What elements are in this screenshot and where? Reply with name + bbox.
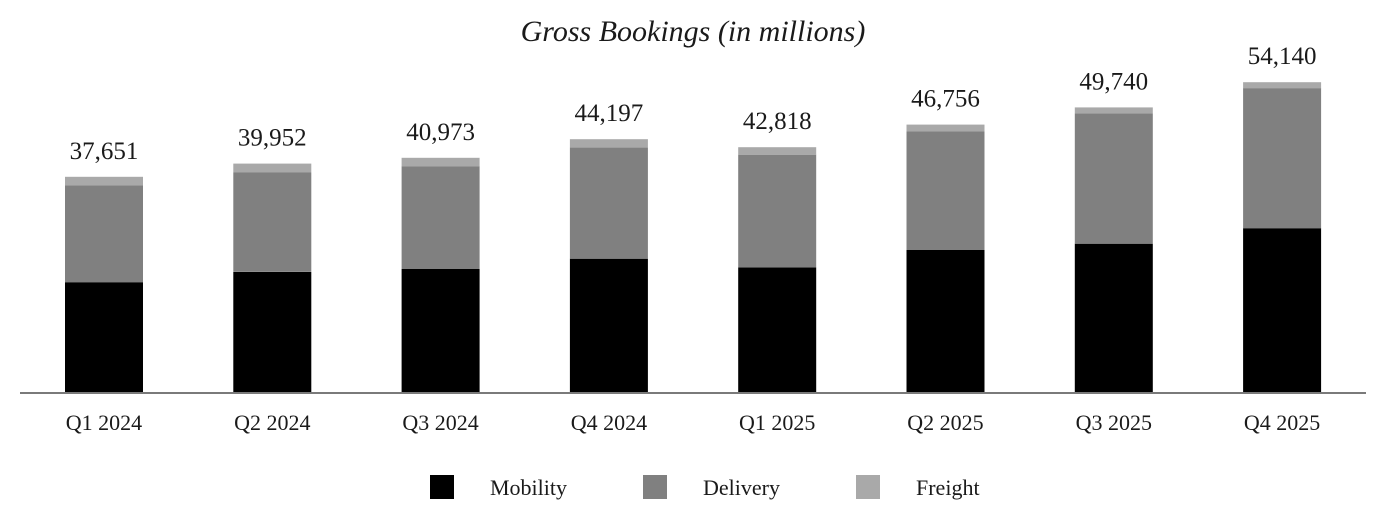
- legend-label-freight: Freight: [916, 475, 980, 500]
- bar-freight-q4-2025: [1243, 82, 1322, 89]
- total-label-q3-2025: 49,740: [1079, 68, 1148, 95]
- bar-delivery-q4-2024: [569, 147, 648, 259]
- x-tick-labels-group: Q1 2024 Q2 2024 Q3 2024 Q4 2024 Q1 2025 Q2 20…: [66, 410, 1320, 435]
- bar-freight-q1-2025: [738, 147, 817, 155]
- x-tick-label: Q4 2025: [1244, 410, 1320, 435]
- bar-freight-q2-2025: [906, 124, 985, 132]
- total-label-q1-2024: 37,651: [70, 138, 139, 165]
- bar-mobility-q2-2024: [233, 271, 312, 393]
- bar-freight-q1-2024: [65, 176, 143, 186]
- bar-delivery-q2-2025: [906, 131, 985, 250]
- total-label-q2-2025: 46,756: [911, 86, 980, 113]
- total-labels-group: 37,651 39,952 40,973 44,197 42,818 46,756 49,7…: [70, 43, 1317, 165]
- bar-delivery-q3-2024: [401, 166, 480, 269]
- bar-mobility-q2-2025: [906, 250, 985, 393]
- bar-mobility-q4-2025: [1243, 228, 1322, 393]
- legend-swatch-delivery: [643, 475, 667, 499]
- bar-mobility-q3-2024: [401, 269, 480, 393]
- bar-freight-q3-2025: [1074, 107, 1153, 114]
- bar-mobility-q1-2025: [738, 267, 817, 393]
- x-tick-label: Q2 2025: [907, 410, 983, 435]
- total-label-q1-2025: 42,818: [743, 108, 812, 135]
- bar-delivery-q1-2024: [65, 185, 143, 283]
- bar-mobility-q4-2024: [569, 258, 648, 393]
- legend-swatch-freight: [856, 475, 880, 499]
- bars-group: [65, 82, 1322, 393]
- x-tick-label: Q3 2024: [402, 410, 478, 435]
- legend-label-delivery: Delivery: [703, 475, 780, 500]
- legend: Mobility Delivery Freight: [430, 475, 980, 500]
- bar-delivery-q4-2025: [1243, 88, 1322, 229]
- x-tick-label: Q1 2025: [739, 410, 815, 435]
- bar-mobility-q1-2024: [65, 282, 143, 393]
- bar-freight-q2-2024: [233, 163, 312, 173]
- legend-label-mobility: Mobility: [490, 475, 567, 500]
- total-label-q3-2024: 40,973: [406, 119, 475, 146]
- bar-mobility-q3-2025: [1074, 243, 1153, 393]
- total-label-q4-2024: 44,197: [575, 100, 644, 127]
- bar-delivery-q1-2025: [738, 154, 817, 268]
- x-tick-label: Q4 2024: [571, 410, 647, 435]
- bar-delivery-q2-2024: [233, 172, 312, 272]
- bar-freight-q4-2024: [569, 139, 648, 148]
- x-tick-label: Q1 2024: [66, 410, 142, 435]
- x-tick-label: Q3 2025: [1076, 410, 1152, 435]
- total-label-q4-2025: 54,140: [1248, 43, 1317, 70]
- chart-title: Gross Bookings (in millions): [521, 15, 866, 48]
- legend-swatch-mobility: [430, 475, 454, 499]
- bar-freight-q3-2024: [401, 157, 480, 167]
- total-label-q2-2024: 39,952: [238, 125, 307, 152]
- bar-delivery-q3-2025: [1074, 113, 1153, 244]
- x-tick-label: Q2 2024: [234, 410, 310, 435]
